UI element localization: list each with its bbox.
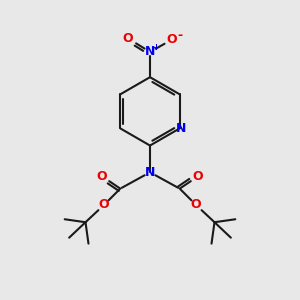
Text: -: - bbox=[177, 29, 182, 42]
Text: N: N bbox=[176, 122, 186, 135]
Text: O: O bbox=[193, 170, 203, 183]
Text: N: N bbox=[145, 45, 155, 58]
Text: O: O bbox=[122, 32, 133, 45]
Text: O: O bbox=[191, 199, 201, 212]
Text: N: N bbox=[145, 166, 155, 179]
Text: +: + bbox=[152, 43, 159, 52]
Text: O: O bbox=[97, 170, 107, 183]
Text: O: O bbox=[167, 33, 177, 46]
Text: O: O bbox=[99, 199, 109, 212]
